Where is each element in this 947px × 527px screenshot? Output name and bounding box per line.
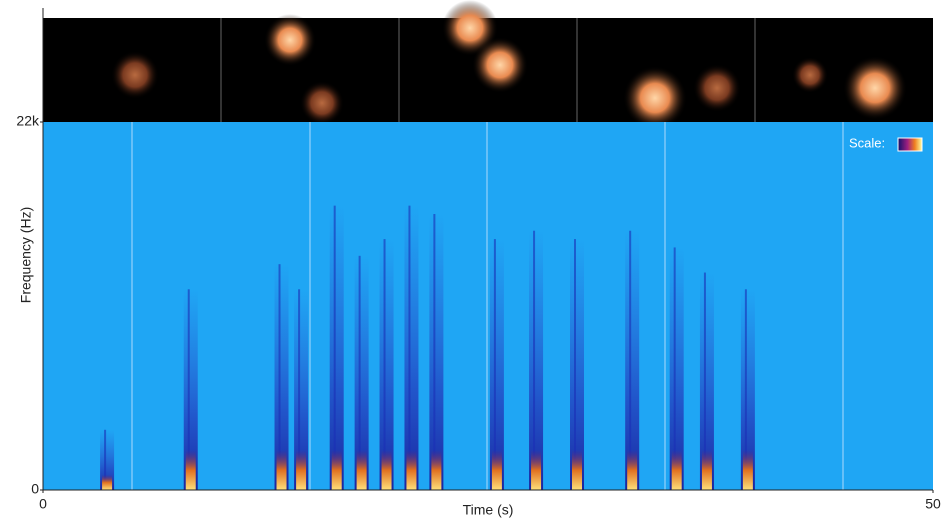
burst-core	[629, 230, 632, 490]
burst-hot	[671, 450, 682, 490]
burst	[699, 272, 714, 490]
burst	[404, 205, 419, 491]
burst	[100, 429, 115, 490]
burst	[429, 214, 444, 490]
burst-energy	[740, 289, 755, 490]
burst-hot	[381, 450, 392, 490]
burst-hot	[276, 450, 287, 490]
burst	[354, 255, 369, 490]
burst-hot	[742, 450, 753, 490]
burst-hot	[185, 450, 196, 490]
burst-hot	[701, 450, 712, 490]
burst-energy	[294, 289, 309, 490]
burst-core	[408, 205, 411, 491]
x-axis-label: Time (s)	[463, 502, 514, 518]
burst-energy	[354, 255, 369, 490]
burst-core	[533, 230, 536, 490]
burst-hot	[431, 450, 442, 490]
burst-energy	[529, 230, 544, 490]
burst-core	[703, 272, 706, 490]
burst-energy	[183, 289, 198, 490]
burst-core	[383, 239, 386, 490]
burst	[329, 205, 344, 491]
burst	[294, 289, 309, 490]
burst-core	[333, 205, 336, 491]
y-axis-label: Frequency (Hz)	[18, 207, 34, 303]
legend-label: Scale:	[849, 135, 885, 150]
burst	[625, 230, 640, 490]
burst-hot	[406, 450, 417, 490]
burst-core	[744, 289, 747, 490]
burst-core	[358, 255, 361, 490]
burst	[379, 239, 394, 490]
x-tick-label: 0	[39, 496, 47, 512]
burst-hot	[331, 450, 342, 490]
burst	[669, 247, 684, 490]
burst-core	[433, 214, 436, 490]
burst-energy	[379, 239, 394, 490]
burst	[570, 239, 584, 490]
plot-area	[43, 122, 933, 490]
burst	[274, 264, 289, 490]
x-tick-label: 50	[925, 496, 941, 512]
color-scale	[897, 137, 923, 152]
burst-hot	[356, 450, 367, 490]
bursts	[100, 205, 755, 491]
burst-energy	[669, 247, 684, 490]
burst-hot	[296, 450, 307, 490]
burst-energy	[404, 205, 419, 491]
burst-energy	[625, 230, 640, 490]
burst-energy	[489, 239, 504, 490]
burst-core	[493, 239, 496, 490]
burst	[529, 230, 544, 490]
frame-markers	[131, 122, 844, 490]
burst-core	[673, 247, 676, 490]
burst	[489, 239, 504, 490]
burst-energy	[699, 272, 714, 490]
burst-hot	[572, 450, 582, 490]
burst-core	[574, 239, 576, 490]
y-tick-label: 0	[31, 481, 39, 497]
y-tick-label: 22k	[16, 113, 40, 129]
burst-energy	[274, 264, 289, 490]
burst-energy	[570, 239, 584, 490]
burst-hot	[491, 450, 502, 490]
burst-hot	[531, 450, 542, 490]
video-strip	[43, 0, 933, 130]
burst-core	[187, 289, 190, 490]
burst-hot	[102, 474, 113, 490]
burst-energy	[329, 205, 344, 491]
burst	[183, 289, 198, 490]
burst-core	[104, 429, 107, 490]
burst-hot	[627, 450, 638, 490]
burst-core	[298, 289, 301, 490]
burst	[740, 289, 755, 490]
burst-energy	[429, 214, 444, 490]
burst-core	[278, 264, 281, 490]
